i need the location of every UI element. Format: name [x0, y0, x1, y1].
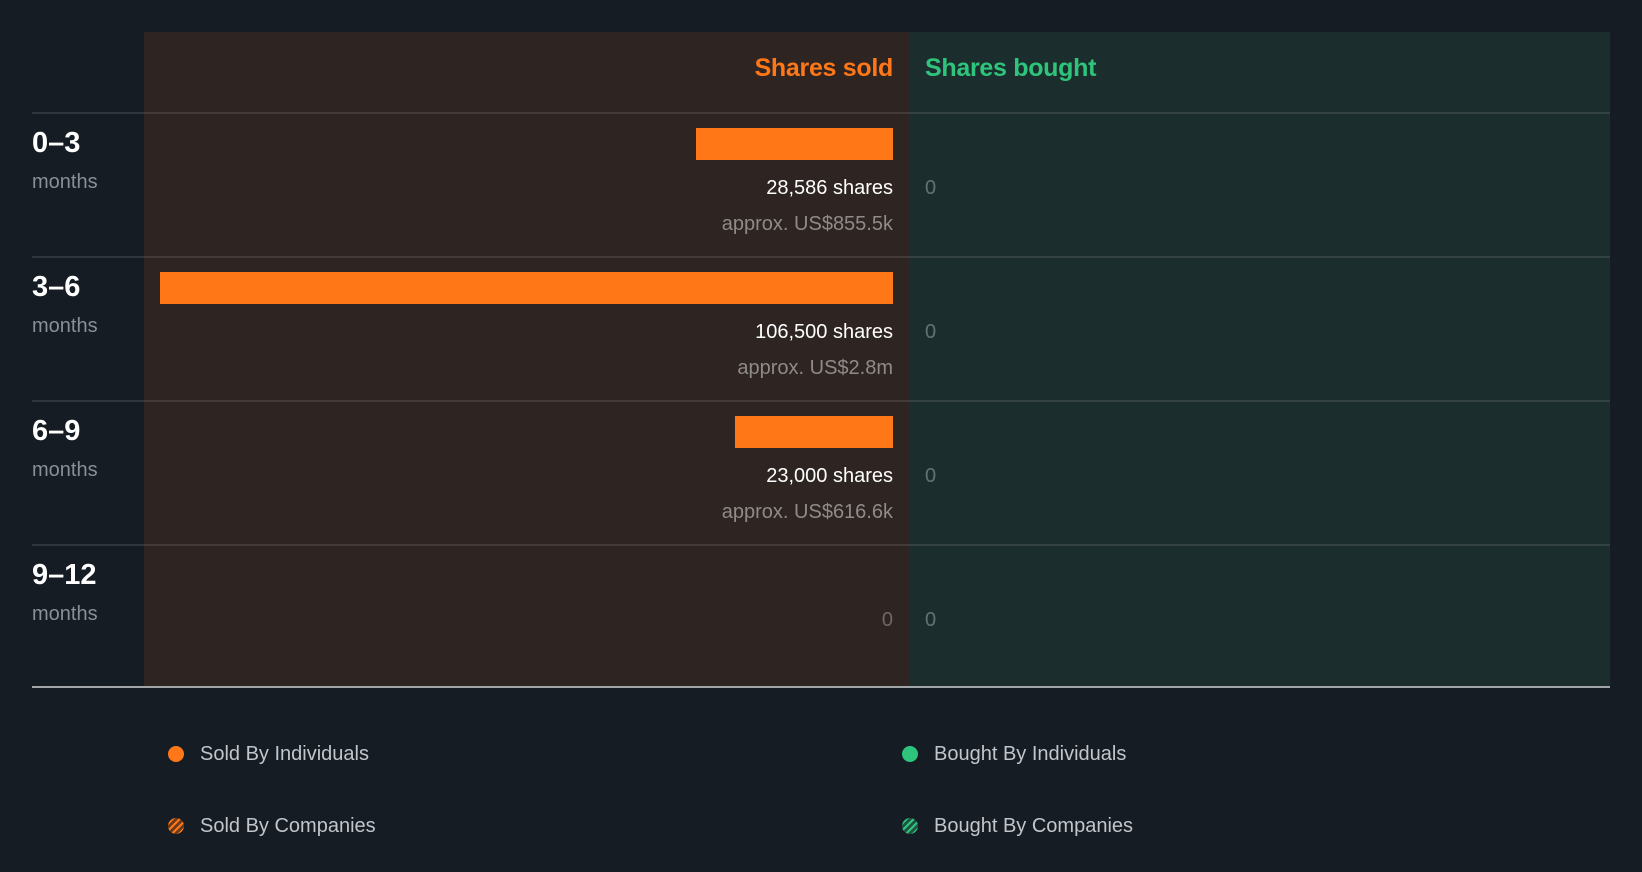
- table-row: 9–12 months 0 0: [32, 544, 1610, 688]
- solid-orange-dot-icon: [168, 746, 184, 762]
- sold-shares: 106,500 shares: [755, 321, 893, 343]
- sold-value: approx. US$616.6k: [721, 501, 893, 523]
- legend-bought-individuals[interactable]: Bought By Individuals: [902, 742, 1126, 766]
- sold-value: approx. US$855.5k: [721, 213, 893, 235]
- shares-bought-header: Shares bought: [925, 54, 1097, 82]
- legend-label: Bought By Individuals: [934, 743, 1127, 765]
- striped-green-dot-icon: [902, 818, 918, 834]
- table-row: 6–9 months 23,000 shares approx. US$616.…: [32, 400, 1610, 544]
- legend-sold-individuals[interactable]: Sold By Individuals: [168, 742, 369, 766]
- sold-value: 0: [881, 609, 893, 631]
- sold-bar[interactable]: [160, 272, 893, 304]
- bought-cell: 0: [909, 258, 1610, 400]
- chart-baseline: [32, 686, 1610, 688]
- period-label: 9–12 months: [32, 558, 98, 626]
- sold-cell: 0: [144, 546, 909, 688]
- sold-cell: 23,000 shares approx. US$616.6k: [144, 402, 909, 544]
- period-range: 0–3: [32, 127, 81, 159]
- period-unit: months: [32, 459, 98, 481]
- bought-value: 0: [925, 321, 937, 343]
- legend-bought-companies[interactable]: Bought By Companies: [902, 814, 1133, 838]
- legend-label: Bought By Companies: [934, 815, 1134, 837]
- sold-bar[interactable]: [735, 416, 893, 448]
- period-unit: months: [32, 315, 98, 337]
- period-unit: months: [32, 603, 98, 625]
- period-range: 3–6: [32, 271, 81, 303]
- bought-value: 0: [925, 465, 937, 487]
- sold-shares: 23,000 shares: [766, 465, 893, 487]
- table-row: 3–6 months 106,500 shares approx. US$2.8…: [32, 256, 1610, 400]
- bought-cell: 0: [909, 114, 1610, 256]
- insider-trading-chart: Shares sold Shares bought 0–3 months 28,…: [32, 32, 1610, 688]
- legend-label: Sold By Individuals: [200, 743, 369, 765]
- solid-green-dot-icon: [902, 746, 918, 762]
- bought-cell: 0: [909, 402, 1610, 544]
- bought-cell: 0: [909, 546, 1610, 688]
- bought-value: 0: [925, 609, 937, 631]
- legend-label: Sold By Companies: [200, 815, 376, 837]
- sold-bar[interactable]: [696, 128, 893, 160]
- period-label: 0–3 months: [32, 126, 98, 194]
- period-range: 6–9: [32, 415, 81, 447]
- sold-shares: 28,586 shares: [766, 177, 893, 199]
- shares-bought-panel: Shares bought: [909, 32, 1610, 687]
- sold-cell: 28,586 shares approx. US$855.5k: [144, 114, 909, 256]
- sold-value: approx. US$2.8m: [737, 357, 893, 379]
- legend-sold-companies[interactable]: Sold By Companies: [168, 814, 376, 838]
- period-range: 9–12: [32, 559, 97, 591]
- striped-orange-dot-icon: [168, 818, 184, 834]
- shares-sold-header: Shares sold: [754, 54, 894, 82]
- table-row: 0–3 months 28,586 shares approx. US$855.…: [32, 112, 1610, 256]
- sold-cell: 106,500 shares approx. US$2.8m: [144, 258, 909, 400]
- period-label: 3–6 months: [32, 270, 98, 338]
- bought-value: 0: [925, 177, 937, 199]
- period-label: 6–9 months: [32, 414, 98, 482]
- period-unit: months: [32, 171, 98, 193]
